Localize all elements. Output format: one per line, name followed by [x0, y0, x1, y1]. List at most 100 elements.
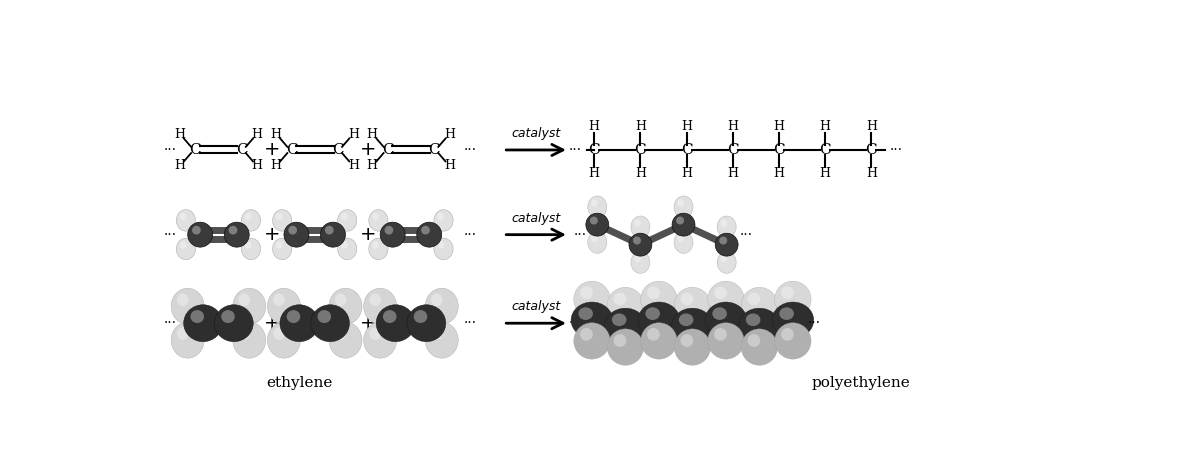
Ellipse shape: [588, 232, 607, 253]
Ellipse shape: [337, 210, 356, 231]
Ellipse shape: [612, 313, 626, 326]
Text: H: H: [820, 120, 830, 133]
Ellipse shape: [276, 241, 283, 249]
Ellipse shape: [748, 292, 761, 306]
Ellipse shape: [239, 327, 250, 340]
Ellipse shape: [574, 323, 610, 359]
Ellipse shape: [288, 226, 298, 235]
Text: C: C: [382, 143, 394, 157]
Text: H: H: [635, 120, 646, 133]
Ellipse shape: [574, 281, 610, 317]
Ellipse shape: [187, 222, 212, 247]
Ellipse shape: [329, 288, 362, 324]
Text: H: H: [252, 159, 263, 172]
Text: C: C: [820, 143, 832, 157]
Text: H: H: [174, 159, 185, 172]
Ellipse shape: [368, 238, 388, 260]
Ellipse shape: [372, 241, 379, 249]
Ellipse shape: [775, 323, 811, 359]
Ellipse shape: [272, 238, 292, 260]
Ellipse shape: [274, 293, 284, 306]
Text: +: +: [360, 140, 377, 159]
Ellipse shape: [180, 241, 186, 249]
Ellipse shape: [245, 241, 252, 249]
Ellipse shape: [738, 308, 780, 345]
Ellipse shape: [779, 307, 794, 320]
Ellipse shape: [434, 238, 454, 260]
Ellipse shape: [172, 322, 204, 358]
Text: +: +: [264, 314, 281, 333]
Text: H: H: [682, 167, 692, 180]
Text: +: +: [264, 225, 281, 244]
Ellipse shape: [370, 293, 380, 306]
Text: H: H: [589, 167, 600, 180]
Text: C: C: [680, 143, 692, 157]
Ellipse shape: [337, 238, 356, 260]
Text: C: C: [235, 143, 247, 157]
Ellipse shape: [221, 310, 235, 323]
Text: H: H: [774, 120, 785, 133]
Text: H: H: [348, 159, 359, 172]
Ellipse shape: [781, 328, 793, 341]
Text: ···: ···: [569, 316, 582, 330]
Text: H: H: [727, 120, 738, 133]
Ellipse shape: [672, 213, 695, 236]
Text: H: H: [727, 167, 738, 180]
Ellipse shape: [746, 313, 761, 326]
Text: C: C: [635, 143, 647, 157]
Ellipse shape: [613, 292, 626, 306]
Ellipse shape: [718, 252, 736, 273]
Ellipse shape: [383, 310, 396, 323]
Ellipse shape: [631, 252, 650, 273]
Ellipse shape: [605, 308, 647, 345]
Ellipse shape: [679, 313, 694, 326]
Ellipse shape: [191, 310, 204, 323]
Ellipse shape: [578, 307, 593, 320]
Ellipse shape: [613, 334, 626, 347]
Text: ···: ···: [163, 316, 176, 330]
Ellipse shape: [276, 213, 283, 220]
Ellipse shape: [376, 305, 415, 342]
Ellipse shape: [676, 217, 684, 225]
Ellipse shape: [775, 281, 811, 317]
Ellipse shape: [607, 329, 643, 365]
Text: polyethylene: polyethylene: [812, 375, 911, 390]
Ellipse shape: [641, 323, 677, 359]
Text: C: C: [190, 143, 202, 157]
Ellipse shape: [714, 286, 727, 299]
Ellipse shape: [638, 302, 679, 338]
Ellipse shape: [706, 302, 746, 338]
Ellipse shape: [341, 241, 348, 249]
Ellipse shape: [241, 238, 260, 260]
Text: H: H: [367, 128, 378, 141]
Ellipse shape: [713, 307, 727, 320]
Text: ···: ···: [574, 227, 587, 242]
Ellipse shape: [364, 322, 397, 358]
Ellipse shape: [674, 232, 694, 253]
Text: H: H: [348, 128, 359, 141]
Ellipse shape: [176, 238, 196, 260]
Ellipse shape: [672, 308, 713, 345]
Ellipse shape: [229, 226, 238, 235]
Ellipse shape: [280, 305, 319, 342]
Ellipse shape: [318, 310, 331, 323]
Text: H: H: [635, 167, 646, 180]
Ellipse shape: [233, 322, 265, 358]
Ellipse shape: [714, 328, 727, 341]
Text: ···: ···: [163, 227, 176, 242]
Text: +: +: [360, 225, 377, 244]
Text: H: H: [820, 167, 830, 180]
Text: ···: ···: [463, 227, 476, 242]
Ellipse shape: [586, 213, 608, 236]
Ellipse shape: [720, 219, 727, 227]
Ellipse shape: [320, 222, 346, 247]
Ellipse shape: [742, 329, 778, 365]
Text: C: C: [428, 143, 440, 157]
Ellipse shape: [592, 199, 598, 207]
Text: +: +: [360, 314, 377, 333]
Ellipse shape: [224, 222, 250, 247]
Ellipse shape: [571, 302, 613, 338]
Text: H: H: [774, 167, 785, 180]
Text: C: C: [332, 143, 343, 157]
Ellipse shape: [781, 286, 793, 299]
